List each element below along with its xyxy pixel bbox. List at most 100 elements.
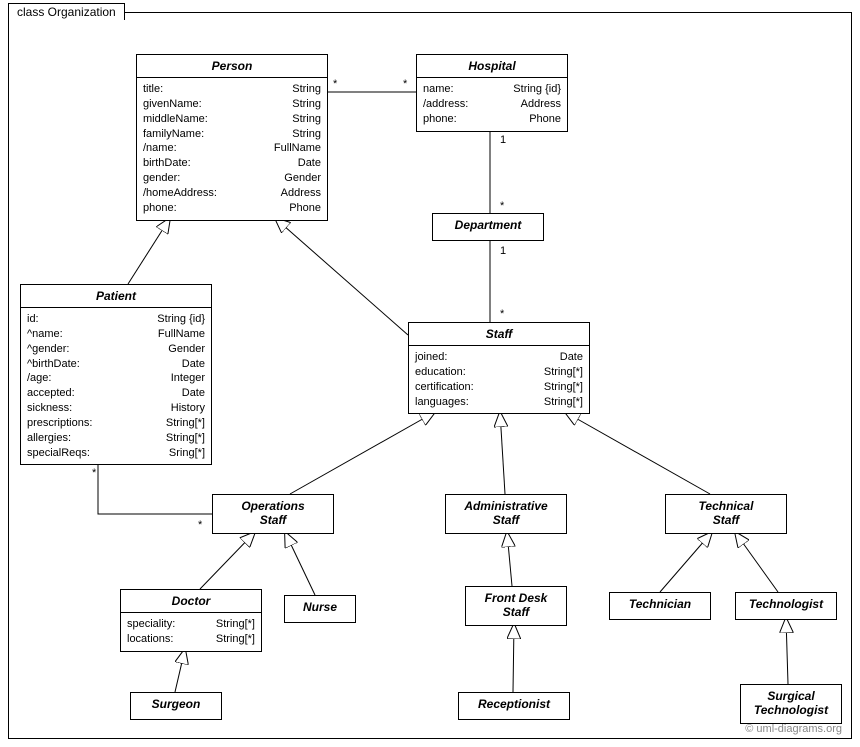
attr-name: accepted: [27, 386, 83, 401]
attr-row: title: String [143, 82, 321, 97]
attr-type: String [292, 82, 321, 97]
attr-name: /name: [143, 141, 185, 156]
attr-name: givenName: [143, 97, 210, 112]
multiplicity-label: * [92, 467, 96, 479]
attr-name: prescriptions: [27, 416, 100, 431]
attr-row: sickness: History [27, 401, 205, 416]
multiplicity-label: * [198, 519, 202, 531]
attr-type: Address [521, 97, 561, 112]
attr-row: ^birthDate: Date [27, 357, 205, 372]
class-patient: Patientid:String {id}^name:FullName^gend… [20, 284, 212, 465]
class-title: SurgicalTechnologist [741, 685, 841, 721]
multiplicity-label: * [333, 78, 337, 90]
attr-name: id: [27, 312, 47, 327]
attr-row: locations: String[*] [127, 632, 255, 647]
class-staff: Staffjoined:Dateeducation:String[*]certi… [408, 322, 590, 414]
attr-name: sickness: [27, 401, 80, 416]
class-title: Department [433, 214, 543, 236]
attr-type: Gender [168, 342, 205, 357]
attr-name: /address: [423, 97, 476, 112]
class-technologist: Technologist [735, 592, 837, 620]
class-department: Department [432, 213, 544, 241]
class-nurse: Nurse [284, 595, 356, 623]
attr-row: education: String[*] [415, 365, 583, 380]
attr-name: birthDate: [143, 156, 199, 171]
multiplicity-label: 1 [500, 245, 506, 257]
attr-type: Phone [529, 112, 561, 127]
class-title: Person [137, 55, 327, 78]
class-opsStaff: OperationsStaff [212, 494, 334, 534]
attr-type: FullName [158, 327, 205, 342]
class-body: id: String {id} ^name: FullName ^gender: Gend… [21, 308, 211, 464]
class-techStaff: TechnicalStaff [665, 494, 787, 534]
attr-name: ^name: [27, 327, 71, 342]
class-person: Persontitle:StringgivenName:Stringmiddle… [136, 54, 328, 221]
multiplicity-label: * [500, 200, 504, 212]
attr-type: String {id} [513, 82, 561, 97]
attr-type: Integer [171, 371, 205, 386]
class-body: title:StringgivenName:StringmiddleName:S… [137, 78, 327, 220]
attr-name: education: [415, 365, 474, 380]
class-body: speciality:String[*]locations:String[*] [121, 613, 261, 651]
attr-name: ^gender: [27, 342, 77, 357]
class-title: TechnicalStaff [666, 495, 786, 531]
class-title: OperationsStaff [213, 495, 333, 531]
attr-row: phone: Phone [143, 201, 321, 216]
class-title: AdministrativeStaff [446, 495, 566, 531]
attr-name: title: [143, 82, 171, 97]
attr-row: /name: FullName [143, 141, 321, 156]
attr-type: Date [298, 156, 321, 171]
attr-name: gender: [143, 171, 188, 186]
attr-row: givenName:String [143, 97, 321, 112]
attr-row: phone: Phone [423, 112, 561, 127]
attr-name: ^birthDate: [27, 357, 88, 372]
attr-row: accepted:Date [27, 386, 205, 401]
attr-type: Sring[*] [169, 446, 205, 461]
attr-name: /age: [27, 371, 59, 386]
class-title: Nurse [285, 596, 355, 618]
attr-type: String {id} [157, 312, 205, 327]
class-title: Hospital [417, 55, 567, 78]
class-surgeon: Surgeon [130, 692, 222, 720]
class-frontDesk: Front DeskStaff [465, 586, 567, 626]
attr-name: name: [423, 82, 462, 97]
attr-name: locations: [127, 632, 181, 647]
attr-type: String[*] [544, 365, 583, 380]
class-receptionist: Receptionist [458, 692, 570, 720]
attr-type: Date [560, 350, 583, 365]
multiplicity-label: 1 [500, 134, 506, 146]
attr-type: String[*] [544, 380, 583, 395]
attr-row: name: String {id} [423, 82, 561, 97]
attr-name: allergies: [27, 431, 79, 446]
class-adminStaff: AdministrativeStaff [445, 494, 567, 534]
class-body: joined:Dateeducation:String[*]certificat… [409, 346, 589, 413]
attr-name: languages: [415, 395, 477, 410]
attr-name: phone: [423, 112, 465, 127]
attr-type: History [171, 401, 205, 416]
attr-type: FullName [274, 141, 321, 156]
attr-type: String[*] [216, 632, 255, 647]
attr-name: phone: [143, 201, 185, 216]
attr-type: Gender [284, 171, 321, 186]
frame-label-text: class Organization [17, 5, 116, 19]
attr-row: ^name: FullName [27, 327, 205, 342]
attr-name: joined: [415, 350, 455, 365]
multiplicity-label: * [403, 78, 407, 90]
attr-type: String[*] [166, 431, 205, 446]
class-technician: Technician [609, 592, 711, 620]
attr-name: /homeAddress: [143, 186, 225, 201]
class-title: Technologist [736, 593, 836, 615]
class-doctor: Doctorspeciality:String[*]locations:Stri… [120, 589, 262, 652]
attr-name: familyName: [143, 127, 212, 142]
class-hospital: Hospital name: String {id} /address: Address… [416, 54, 568, 132]
attr-row: id: String {id} [27, 312, 205, 327]
attr-row: joined: Date [415, 350, 583, 365]
attr-row: /address: Address [423, 97, 561, 112]
uml-diagram-canvas: class Organization [0, 0, 860, 747]
frame-label: class Organization [8, 3, 125, 20]
attr-type: Phone [289, 201, 321, 216]
attr-row: /age: Integer [27, 371, 205, 386]
attr-type: String [292, 127, 321, 142]
attr-type: Date [182, 357, 205, 372]
attr-row: languages:String[*] [415, 395, 583, 410]
